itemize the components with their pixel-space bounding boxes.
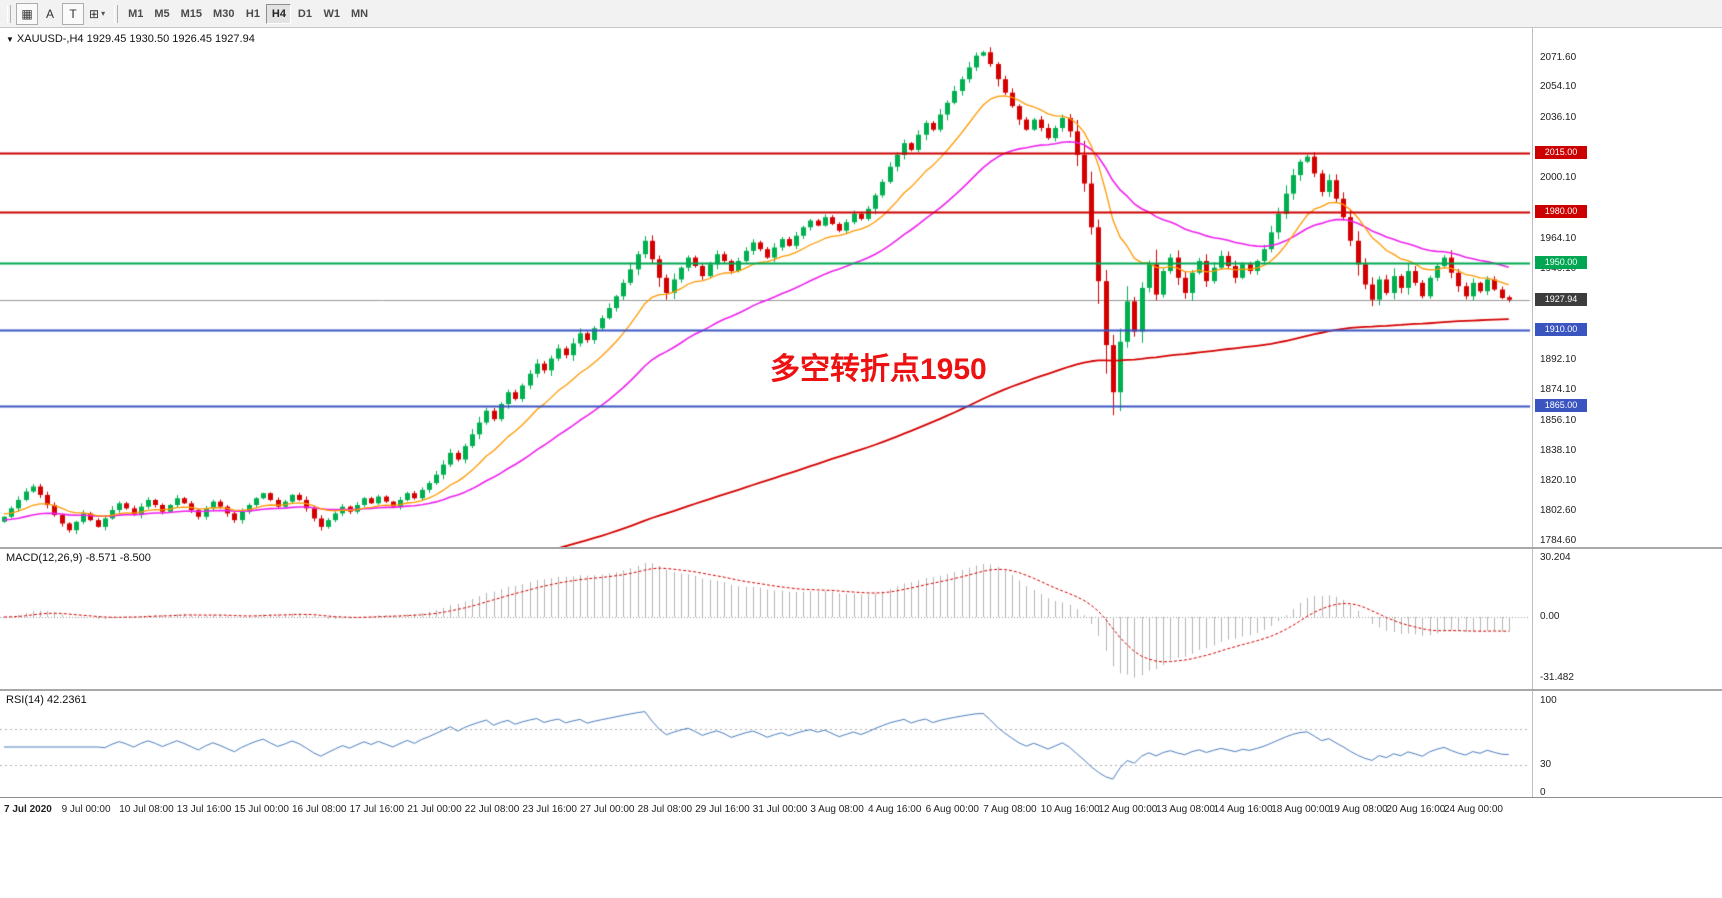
price-level-badge: 1950.00 [1535, 255, 1587, 269]
time-tick-label: 29 Jul 16:00 [695, 804, 750, 815]
price-tick-label: 1820.10 [1540, 475, 1577, 487]
symbol-info: ▼ XAUUSD-,H4 1929.45 1930.50 1926.45 1927… [6, 33, 255, 45]
cursor-icon: A [45, 6, 54, 21]
price-tick-label: 1874.10 [1540, 384, 1577, 396]
price-tick-label: 1784.60 [1540, 535, 1577, 546]
text-tool-button[interactable]: T [62, 2, 84, 25]
price-level-badge: 1865.00 [1535, 398, 1587, 412]
time-tick-label: 16 Jul 08:00 [292, 804, 347, 815]
time-tick-label: 4 Aug 16:00 [868, 804, 922, 815]
timeframe-mn-button[interactable]: MN [346, 4, 373, 24]
price-tick-label: 2054.10 [1540, 81, 1577, 93]
collapse-triangle-icon[interactable]: ▼ [6, 35, 14, 44]
macd-indicator-label: MACD(12,26,9) -8.571 -8.500 [6, 552, 151, 564]
time-tick-label: 3 Aug 08:00 [810, 804, 864, 815]
current-price-badge: 1927.94 [1535, 292, 1587, 306]
rsi-tick-label: 0 [1540, 787, 1546, 798]
new-chart-button[interactable]: ▦ [16, 2, 38, 25]
panel-divider[interactable] [0, 689, 1722, 691]
price-level-badge: 1980.00 [1535, 205, 1587, 219]
timeframe-m1-button[interactable]: M1 [123, 4, 148, 24]
macd-tick-label: -31.482 [1540, 672, 1574, 684]
time-tick-label: 24 Aug 00:00 [1444, 804, 1503, 815]
time-tick-label: 7 Aug 08:00 [983, 804, 1037, 815]
price-tick-label: 1838.10 [1540, 444, 1577, 456]
time-tick-label: 19 Aug 08:00 [1328, 804, 1388, 815]
time-tick-label: 15 Jul 00:00 [234, 804, 289, 815]
rsi-indicator-label: RSI(14) 42.2361 [6, 694, 87, 706]
price-level-badge: 1910.00 [1535, 322, 1587, 336]
time-axis[interactable]: 7 Jul 2020 9 Jul 00:00 10 Jul 08:00 13 Jul … [0, 797, 1722, 827]
panel-divider[interactable] [0, 547, 1722, 549]
time-tick-label: 20 Aug 16:00 [1386, 804, 1446, 815]
rsi-tick-label: 30 [1540, 759, 1552, 771]
price-tick-label: 2036.10 [1540, 111, 1577, 123]
price-tick-label: 1802.60 [1540, 504, 1577, 516]
time-tick-label: 18 Aug 00:00 [1271, 804, 1331, 815]
price-tick-label: 2071.60 [1540, 52, 1577, 63]
indicators-button[interactable]: ⊞ ▾ [85, 3, 109, 25]
symbol-ohlc-text: XAUUSD-,H4 1929.45 1930.50 1926.45 1927.… [16, 33, 255, 45]
cursor-tool-button[interactable]: A [39, 3, 61, 25]
macd-axis[interactable]: 30.204 0.00 -31.482 [1532, 549, 1722, 689]
time-tick-label: 9 Jul 00:00 [61, 804, 111, 815]
indicators-icon: ⊞ [89, 6, 100, 21]
macd-tick-label: 30.204 [1540, 552, 1571, 564]
time-tick-label: 10 Aug 16:00 [1040, 804, 1100, 815]
timeframe-m5-button[interactable]: M5 [149, 4, 174, 24]
time-tick-label: 13 Aug 08:00 [1156, 804, 1215, 815]
toolbar-grip[interactable] [7, 4, 11, 23]
timeframe-d1-button[interactable]: D1 [292, 4, 317, 24]
time-tick-label: 13 Jul 16:00 [176, 804, 232, 815]
chevron-down-icon: ▾ [101, 9, 106, 18]
time-tick-label: 14 Aug 16:00 [1213, 804, 1273, 815]
time-tick-label: 31 Jul 00:00 [752, 804, 808, 815]
timeframe-h1-button[interactable]: H1 [240, 4, 265, 24]
toolbar: ▦ A T ⊞ ▾ M1 M5 M15 M30 H1 H4 D1 W1 MN [0, 0, 1722, 28]
timeframe-m30-button[interactable]: M30 [208, 4, 239, 24]
price-tick-label: 1856.10 [1540, 414, 1577, 426]
price-axis[interactable]: 2071.60 2054.10 2036.10 2000.10 1964.10 1946.… [1532, 28, 1722, 547]
price-level-badge: 2015.00 [1535, 146, 1587, 160]
rsi-indicator-canvas[interactable] [0, 691, 1532, 797]
time-tick-label: 6 Aug 00:00 [925, 804, 979, 815]
time-tick-label: 23 Jul 16:00 [522, 804, 577, 815]
time-tick-label: 22 Jul 08:00 [464, 804, 520, 815]
chart-icon: ▦ [21, 6, 33, 21]
text-icon: T [69, 6, 77, 21]
macd-tick-label: 0.00 [1540, 611, 1560, 622]
time-tick-label: 10 Jul 08:00 [119, 804, 174, 815]
rsi-tick-label: 100 [1540, 695, 1557, 706]
price-chart-canvas[interactable] [0, 28, 1532, 547]
rsi-axis[interactable]: 100 30 0 [1532, 691, 1722, 798]
price-tick-label: 1892.10 [1540, 354, 1577, 366]
timeframe-h4-button[interactable]: H4 [266, 3, 292, 24]
time-tick-label: 28 Jul 08:00 [637, 804, 693, 815]
time-tick-label: 17 Jul 16:00 [349, 804, 405, 815]
price-tick-label: 1964.10 [1540, 232, 1577, 244]
price-tick-label: 1946.10 [1540, 263, 1577, 275]
time-tick-label: 21 Jul 00:00 [407, 804, 462, 815]
time-tick-label: 27 Jul 00:00 [580, 804, 635, 815]
time-tick-label: 7 Jul 2020 [4, 804, 52, 815]
toolbar-grip[interactable] [114, 4, 119, 23]
time-tick-label: 12 Aug 00:00 [1098, 804, 1158, 815]
timeframe-w1-button[interactable]: W1 [318, 4, 345, 24]
price-tick-label: 2000.10 [1540, 172, 1577, 184]
chart-annotation[interactable]: 多空转折点1950 [770, 353, 987, 386]
timeframe-m15-button[interactable]: M15 [176, 4, 207, 24]
macd-indicator-canvas[interactable] [0, 549, 1532, 689]
